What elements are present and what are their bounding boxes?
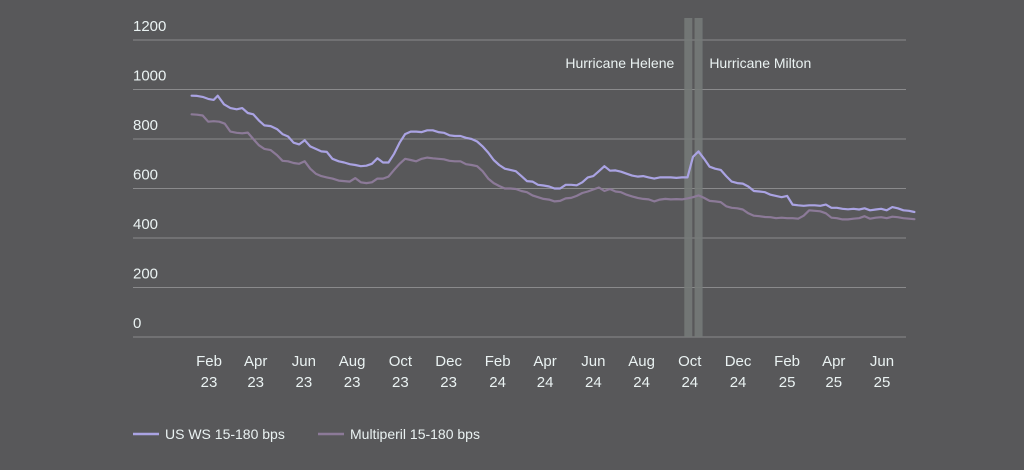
x-tick-month: Jun [870,353,894,370]
legend-label: Multiperil 15-180 bps [350,426,480,442]
x-tick-year: 24 [585,374,602,391]
y-tick-label: 0 [133,315,141,332]
x-tick-year: 24 [633,374,650,391]
x-tick-month: Dec [725,353,752,370]
x-tick-month: Aug [628,353,655,370]
x-tick-month: Jun [581,353,605,370]
x-tick-month: Apr [822,353,845,370]
x-tick-year: 24 [681,374,698,391]
x-tick-year: 25 [779,374,796,391]
y-axis-tick-labels: 0 200 400 600 800 1000 1200 [133,18,166,332]
x-tick-month: Aug [339,353,366,370]
y-tick-label: 800 [133,117,158,134]
x-tick-year: 23 [296,374,313,391]
legend: US WS 15-180 bps Multiperil 15-180 bps [133,426,480,442]
x-tick-month: Apr [533,353,556,370]
x-tick-year: 23 [440,374,457,391]
x-tick-month: Feb [774,353,800,370]
event-label: Hurricane Milton [709,55,811,71]
x-tick-year: 25 [825,374,842,391]
y-tick-label: 200 [133,266,158,283]
x-tick-year: 24 [489,374,506,391]
x-tick-month: Feb [196,353,222,370]
x-tick-month: Dec [435,353,462,370]
event-label: Hurricane Helene [565,55,674,71]
series-line-multiperil [190,113,916,221]
x-tick-month: Feb [485,353,511,370]
x-tick-year: 23 [344,374,361,391]
x-tick-year: 23 [247,374,264,391]
y-tick-label: 600 [133,167,158,184]
y-tick-label: 400 [133,216,158,233]
y-tick-label: 1200 [133,18,166,35]
legend-label: US WS 15-180 bps [165,426,285,442]
y-tick-label: 1000 [133,68,166,85]
x-axis-tick-labels: Feb 23 Apr 23 Jun 23 Aug 23 Oct 23 Dec 23 Feb 24 Apr 24… [196,353,894,391]
event-band-2 [694,18,703,337]
x-tick-year: 24 [537,374,554,391]
x-tick-year: 24 [730,374,747,391]
x-tick-year: 25 [874,374,891,391]
x-tick-year: 23 [392,374,409,391]
x-tick-month: Jun [292,353,316,370]
x-tick-year: 23 [201,374,218,391]
x-tick-month: Oct [389,353,413,370]
series-line-us-ws [190,94,916,214]
series-lines [190,94,916,221]
x-tick-month: Apr [244,353,267,370]
x-tick-month: Oct [678,353,702,370]
gridlines [133,39,906,338]
